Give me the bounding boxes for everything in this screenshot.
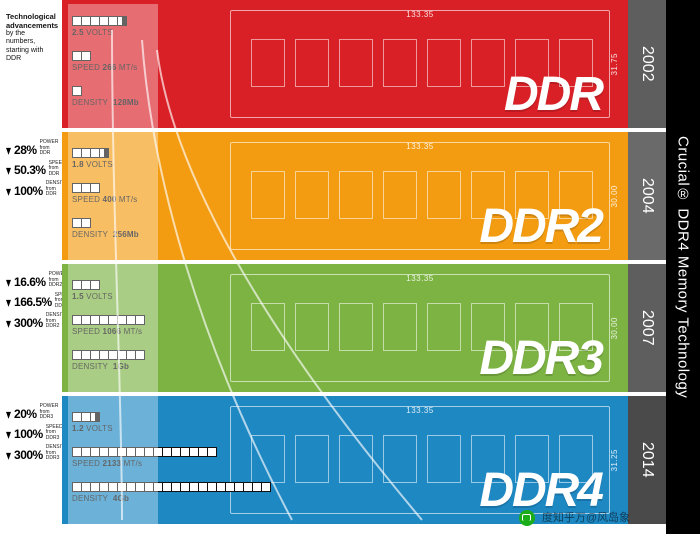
module-ddr: 133.35 31.75DDR2.5 VOLTSSPEED 266 MT/sDE… [62, 0, 628, 128]
year-2002: 2002 [628, 0, 666, 128]
watermark-text: 度知乎万@风岛象 [542, 512, 630, 524]
down-arrow-icon: ▾ [6, 450, 11, 464]
title-strip: Crucial® DDR4 Memory Technology [666, 0, 700, 534]
adv-sub: POWERfrom DDR [40, 140, 59, 157]
down-arrow-icon: ▾ [6, 145, 11, 159]
down-arrow-icon: ▾ [6, 409, 11, 423]
module-label: DDR3 [479, 331, 602, 386]
module-label: DDR [504, 67, 602, 122]
infographic-root: Technological advancements by the number… [0, 0, 700, 534]
spec-block: 1.8 VOLTSSPEED 400 MT/sDENSITY 256Mb [72, 148, 332, 253]
adv-percent: 20% [14, 407, 37, 421]
down-arrow-icon: ▾ [6, 318, 11, 332]
dim-height: 30.00 [609, 275, 619, 381]
left-header-line3: starting with DDR [6, 47, 56, 64]
down-arrow-icon: ▾ [6, 429, 11, 443]
spec-block: 1.5 VOLTSSPEED 1066 MT/sDENSITY 1Gb [72, 280, 332, 385]
spec-block: 2.5 VOLTSSPEED 266 MT/sDENSITY 128Mb [72, 16, 332, 121]
advancement-ddr3: ▾ 16.6% POWERfrom DDR2▾ 166.5% SPEEDfrom… [6, 272, 58, 334]
down-arrow-icon: ▾ [6, 297, 11, 311]
dim-height: 31.75 [609, 11, 619, 117]
adv-percent: 166.5% [14, 295, 52, 309]
adv-percent: 16.6% [14, 275, 46, 289]
module-ddr2: 133.35 30.00DDR21.8 VOLTSSPEED 400 MT/sD… [62, 132, 628, 260]
year-2014: 2014 [628, 396, 666, 524]
spec-block: 1.2 VOLTSSPEED 2133 MT/sDENSITY 4Gb [72, 412, 332, 517]
module-label: DDR2 [479, 199, 602, 254]
module-ddr3: 133.35 30.00DDR31.5 VOLTSSPEED 1066 MT/s… [62, 264, 628, 392]
adv-percent: 50.3% [14, 163, 46, 177]
year-strip: 2002 2004 2007 2014 [628, 0, 666, 534]
advancement-ddr2: ▾ 28% POWERfrom DDR▾ 50.3% SPEEDfrom DDR… [6, 140, 58, 202]
adv-percent: 100% [14, 427, 43, 441]
down-arrow-icon: ▾ [6, 277, 11, 291]
left-header: Technological advancements by the number… [6, 12, 56, 64]
left-header-line2: by the numbers, [6, 30, 56, 47]
adv-percent: 28% [14, 143, 37, 157]
year-2007: 2007 [628, 264, 666, 392]
down-arrow-icon: ▾ [6, 186, 11, 200]
year-2004: 2004 [628, 132, 666, 260]
adv-percent: 100% [14, 184, 43, 198]
modules-area: 133.35 31.25DDR41.2 VOLTSSPEED 2133 MT/s… [62, 0, 628, 534]
page-title: Crucial® DDR4 Memory Technology [675, 136, 692, 398]
dim-height: 30.00 [609, 143, 619, 249]
adv-sub: SPEEDfrom DDR3 [46, 425, 63, 442]
down-arrow-icon: ▾ [6, 165, 11, 179]
adv-percent: 300% [14, 316, 43, 330]
right-column: 2002 2004 2007 2014 Crucial® DDR4 Memory Te… [628, 0, 700, 534]
dim-height: 31.25 [609, 407, 619, 513]
left-header-line1: Technological advancements [6, 12, 56, 30]
left-column: Technological advancements by the number… [0, 0, 62, 534]
module-ddr4: 133.35 31.25DDR41.2 VOLTSSPEED 2133 MT/s… [62, 396, 628, 524]
watermark: 度知乎万@风岛象 [519, 509, 630, 526]
wechat-icon [519, 510, 535, 526]
advancement-ddr4: ▾ 20% POWERfrom DDR3▾ 100% SPEEDfrom DDR… [6, 404, 58, 466]
adv-percent: 300% [14, 448, 43, 462]
adv-sub: POWERfrom DDR3 [40, 404, 59, 421]
